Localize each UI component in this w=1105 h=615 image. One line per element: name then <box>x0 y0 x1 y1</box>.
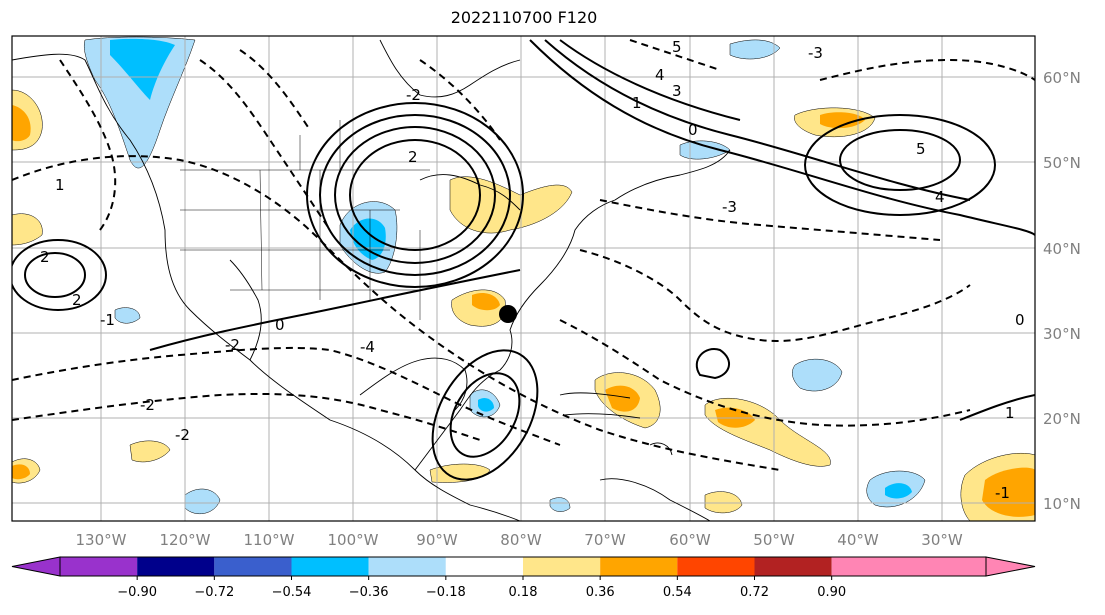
storm-center-marker <box>499 305 517 323</box>
colorbar-cell <box>600 557 678 576</box>
contour-label: 1 <box>1005 404 1015 422</box>
contour-label: 5 <box>672 38 682 56</box>
longitude-label: 130°W <box>76 531 127 549</box>
contour-label: -3 <box>722 198 737 216</box>
colorbar-extend-min <box>11 556 61 577</box>
colorbar-tick-label: 0.54 <box>663 585 692 600</box>
colorbar-cell <box>445 557 523 576</box>
colorbar-extend-max <box>985 556 1036 577</box>
contour-label: 2 <box>72 291 82 309</box>
latitude-label: 20°N <box>1043 410 1081 428</box>
longitude-label: 110°W <box>244 531 295 549</box>
longitude-label: 40°W <box>837 531 879 549</box>
contour-label: 2 <box>40 248 50 266</box>
colorbar-tick-label: 0.18 <box>509 585 538 600</box>
map-title: 2022110700 F120 <box>450 8 598 27</box>
colorbar: −0.90 −0.72 −0.54 −0.36 −0.18 0.18 0.36 0.54 0.7… <box>11 556 1036 600</box>
longitude-label: 120°W <box>160 531 211 549</box>
colorbar-cell <box>214 557 292 576</box>
height-contours <box>12 39 1035 481</box>
contour-label: 5 <box>916 140 926 158</box>
latitude-label: 30°N <box>1043 325 1081 343</box>
longitude-label: 60°W <box>669 531 711 549</box>
colorbar-tick-label: −0.90 <box>117 585 157 600</box>
contour-label: -1 <box>995 484 1010 502</box>
colorbar-cell <box>368 557 446 576</box>
colorbar-tick-label: 0.36 <box>586 585 615 600</box>
contour-label: -3 <box>808 44 823 62</box>
contour-label: 0 <box>1015 311 1025 329</box>
latitude-label: 10°N <box>1043 495 1081 513</box>
latitude-label: 50°N <box>1043 154 1081 172</box>
contour-label: 4 <box>655 66 665 84</box>
colorbar-cell <box>831 557 986 576</box>
graticule <box>12 36 1035 521</box>
longitude-label: 50°W <box>753 531 795 549</box>
colorbar-tick-label: −0.72 <box>194 585 234 600</box>
longitude-label: 90°W <box>416 531 458 549</box>
coastlines <box>12 39 731 521</box>
colorbar-cell <box>291 557 369 576</box>
contour-label: -4 <box>360 338 375 356</box>
latitude-label: 40°N <box>1043 240 1081 258</box>
map-layers: 5 4 3 1 0 2 -2 -3 2 -1 1 -4 5 4 -3 -2 0 … <box>12 36 1035 521</box>
colorbar-tick-label: −0.18 <box>426 585 466 600</box>
contour-label: 1 <box>632 94 642 112</box>
contour-label: 1 <box>55 176 65 194</box>
latitude-axis: 60°N 50°N 40°N 30°N 20°N 10°N <box>1043 69 1081 513</box>
contour-label: 4 <box>935 188 945 206</box>
colorbar-cell <box>137 557 215 576</box>
contour-label: -1 <box>100 311 115 329</box>
colorbar-tick-label: −0.36 <box>349 585 389 600</box>
colorbar-cell <box>677 557 755 576</box>
contour-label: 0 <box>688 121 698 139</box>
contour-label: 3 <box>672 82 682 100</box>
colorbar-cell <box>523 557 601 576</box>
contour-label: 0 <box>275 316 285 334</box>
longitude-label: 100°W <box>328 531 379 549</box>
contour-label: -2 <box>140 396 155 414</box>
colorbar-cell <box>60 557 138 576</box>
contour-label: -2 <box>406 86 421 104</box>
colorbar-tick-label: −0.54 <box>272 585 312 600</box>
contour-label: -2 <box>175 426 190 444</box>
contour-label: 2 <box>408 148 418 166</box>
colorbar-cell <box>754 557 832 576</box>
contour-label: -2 <box>225 336 240 354</box>
colorbar-tick-label: 0.90 <box>817 585 846 600</box>
longitude-label: 30°W <box>921 531 963 549</box>
longitude-label: 70°W <box>584 531 626 549</box>
shaded-anomalies <box>12 36 1035 521</box>
plot-frame <box>11 35 1036 522</box>
longitude-axis: 130°W 120°W 110°W 100°W 90°W 80°W 70°W 6… <box>76 531 963 549</box>
colorbar-tick-label: 0.72 <box>740 585 769 600</box>
latitude-label: 60°N <box>1043 69 1081 87</box>
contour-label-group: 5 4 3 1 0 2 -2 -3 2 -1 1 -4 5 4 -3 -2 0 … <box>40 38 1025 502</box>
longitude-label: 80°W <box>500 531 542 549</box>
